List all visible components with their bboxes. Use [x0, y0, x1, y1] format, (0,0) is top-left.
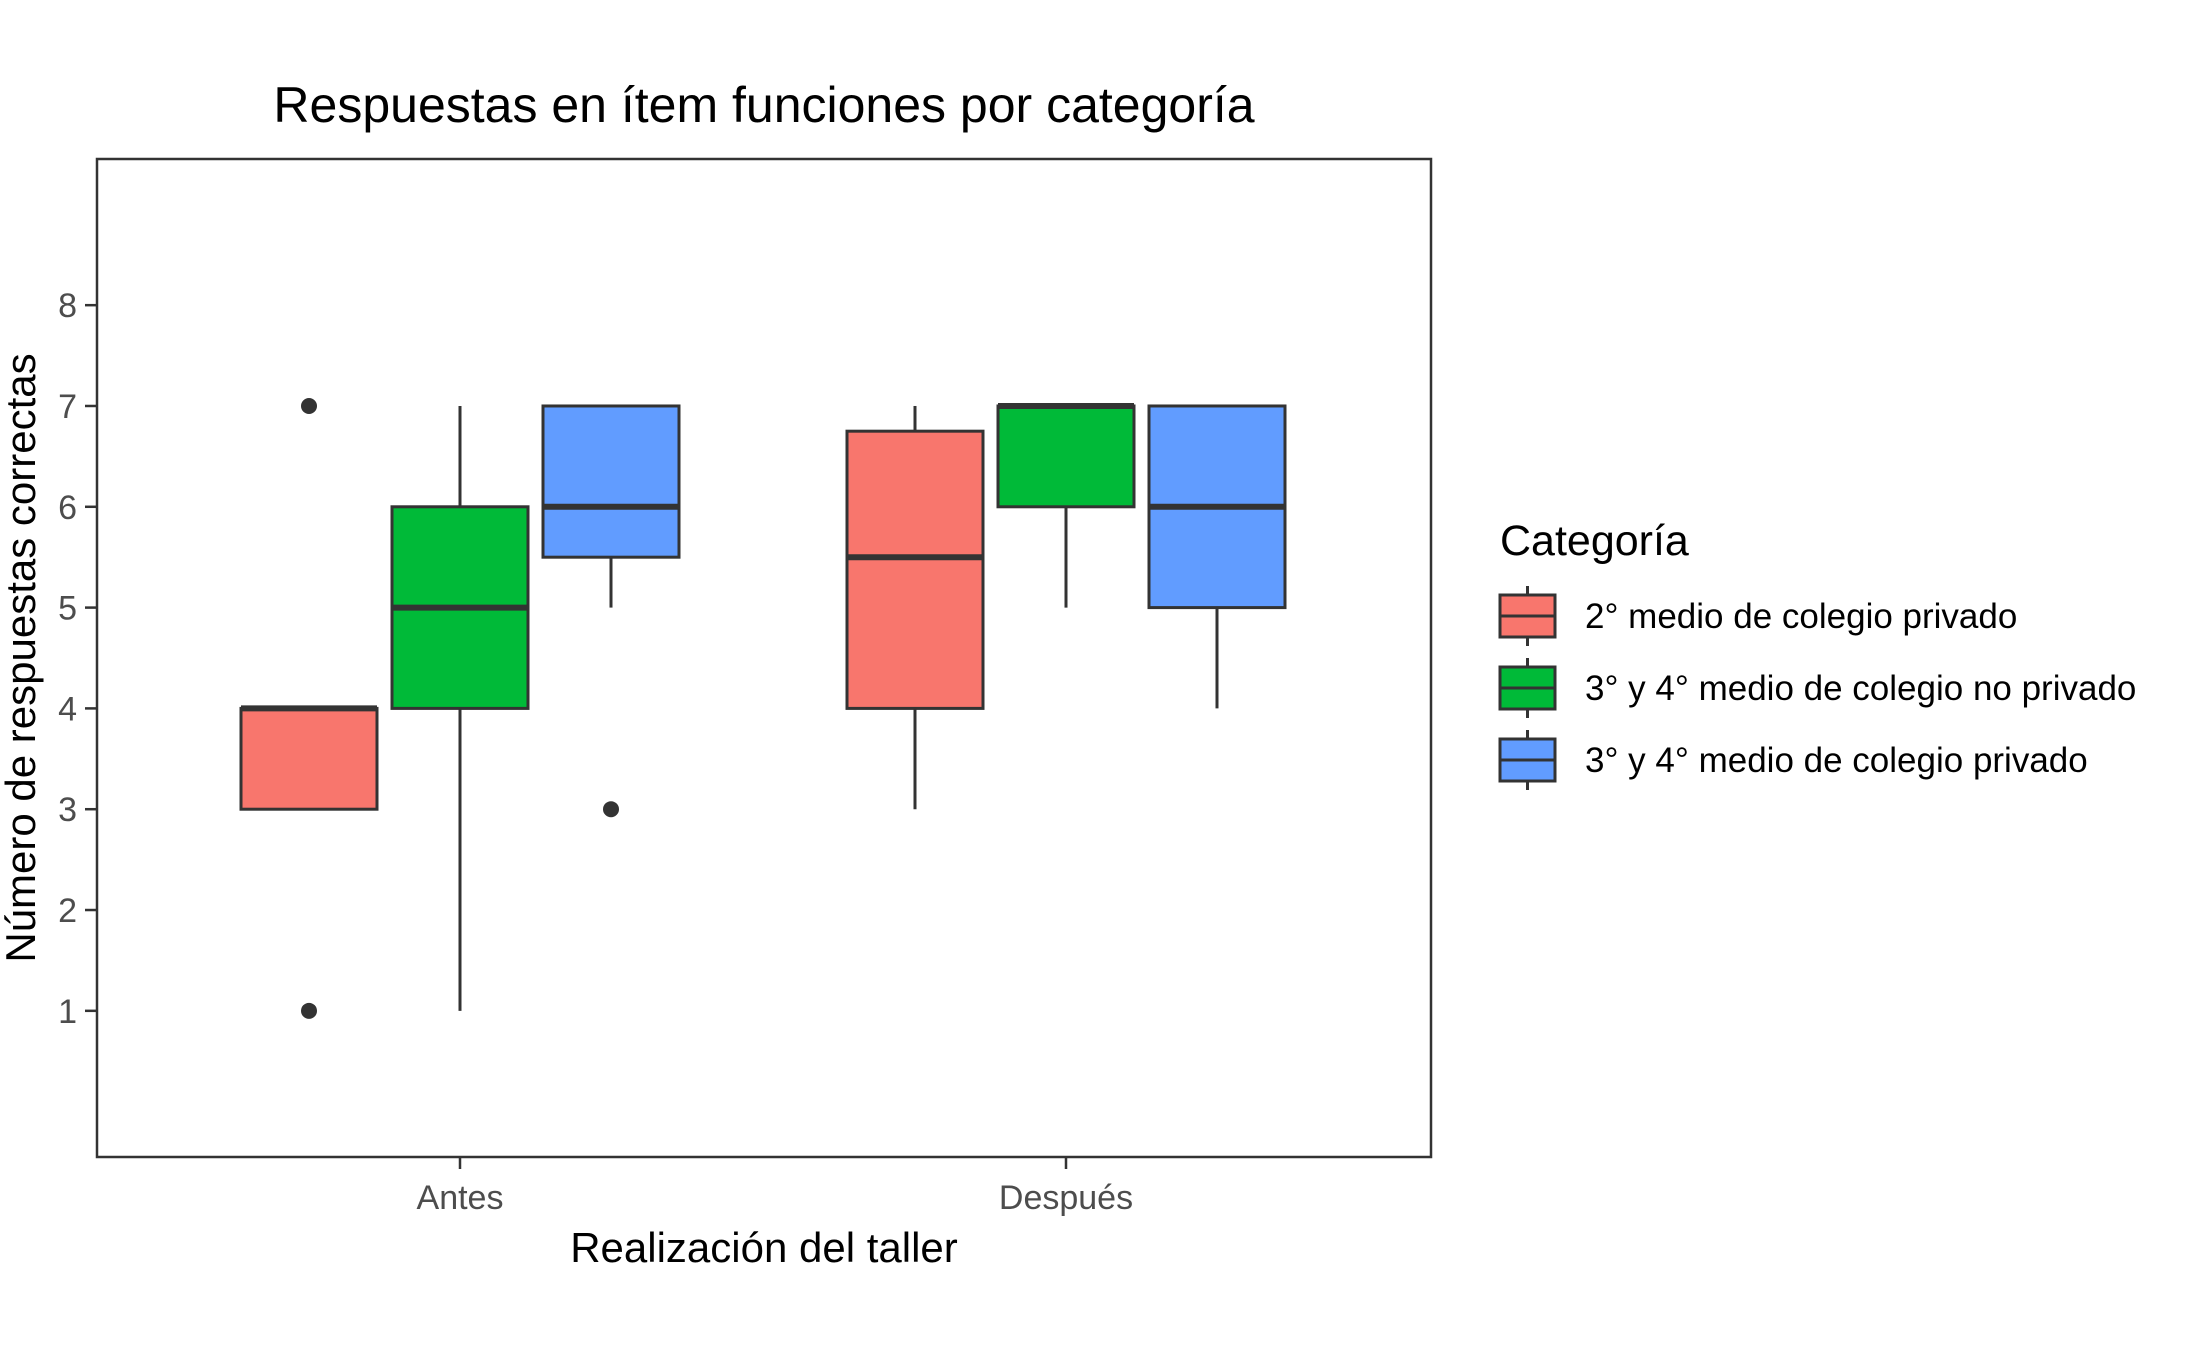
box-body — [541, 404, 681, 559]
y-tick-label: 6 — [58, 489, 77, 527]
box-body — [996, 404, 1136, 509]
outlier-point — [301, 397, 317, 414]
legend-label: 3° y 4° medio de colegio privado — [1585, 741, 2088, 780]
box-3-antes — [541, 404, 681, 818]
box-series-group — [239, 397, 1287, 1019]
legend-item: 3° y 4° medio de colegio privado — [1498, 730, 2088, 790]
x-axis: Antes Después — [417, 1157, 1133, 1217]
y-tick-label: 3 — [58, 791, 77, 829]
x-tick-label: Antes — [417, 1179, 504, 1217]
legend-title: Categoría — [1500, 517, 1689, 565]
y-tick-label: 7 — [58, 388, 77, 426]
legend-item: 3° y 4° medio de colegio no privado — [1498, 658, 2136, 718]
box-1-después — [845, 405, 985, 810]
y-tick-label: 5 — [58, 590, 77, 628]
legend-item: 2° medio de colegio privado — [1498, 586, 2017, 646]
legend-label: 2° medio de colegio privado — [1585, 597, 2017, 636]
legend-label: 3° y 4° medio de colegio no privado — [1585, 669, 2136, 708]
y-tick-label: 2 — [58, 892, 77, 930]
x-axis-title: Realización del taller — [570, 1224, 958, 1271]
y-axis: 1 2 3 4 5 6 7 8 — [58, 287, 97, 1031]
box-1-antes — [239, 397, 379, 1019]
box-3-después — [1147, 404, 1287, 709]
box-body — [845, 429, 985, 710]
legend: Categoría 2° medio de colegio privado 3° … — [1498, 517, 2136, 790]
y-tick-label: 8 — [58, 287, 77, 325]
box-2-después — [996, 402, 1136, 608]
outlier-point — [301, 1002, 317, 1019]
box-2-antes — [390, 405, 530, 1011]
box-body — [239, 706, 379, 811]
x-tick-label: Después — [999, 1179, 1133, 1217]
plot-panel-border — [95, 157, 1433, 1159]
y-tick-label: 4 — [58, 690, 77, 728]
chart-title: Respuestas en ítem funciones por categor… — [273, 77, 1254, 133]
y-tick-label: 1 — [58, 993, 77, 1031]
y-axis-title: Número de respuestas correctas — [0, 353, 44, 962]
outlier-point — [603, 801, 619, 818]
